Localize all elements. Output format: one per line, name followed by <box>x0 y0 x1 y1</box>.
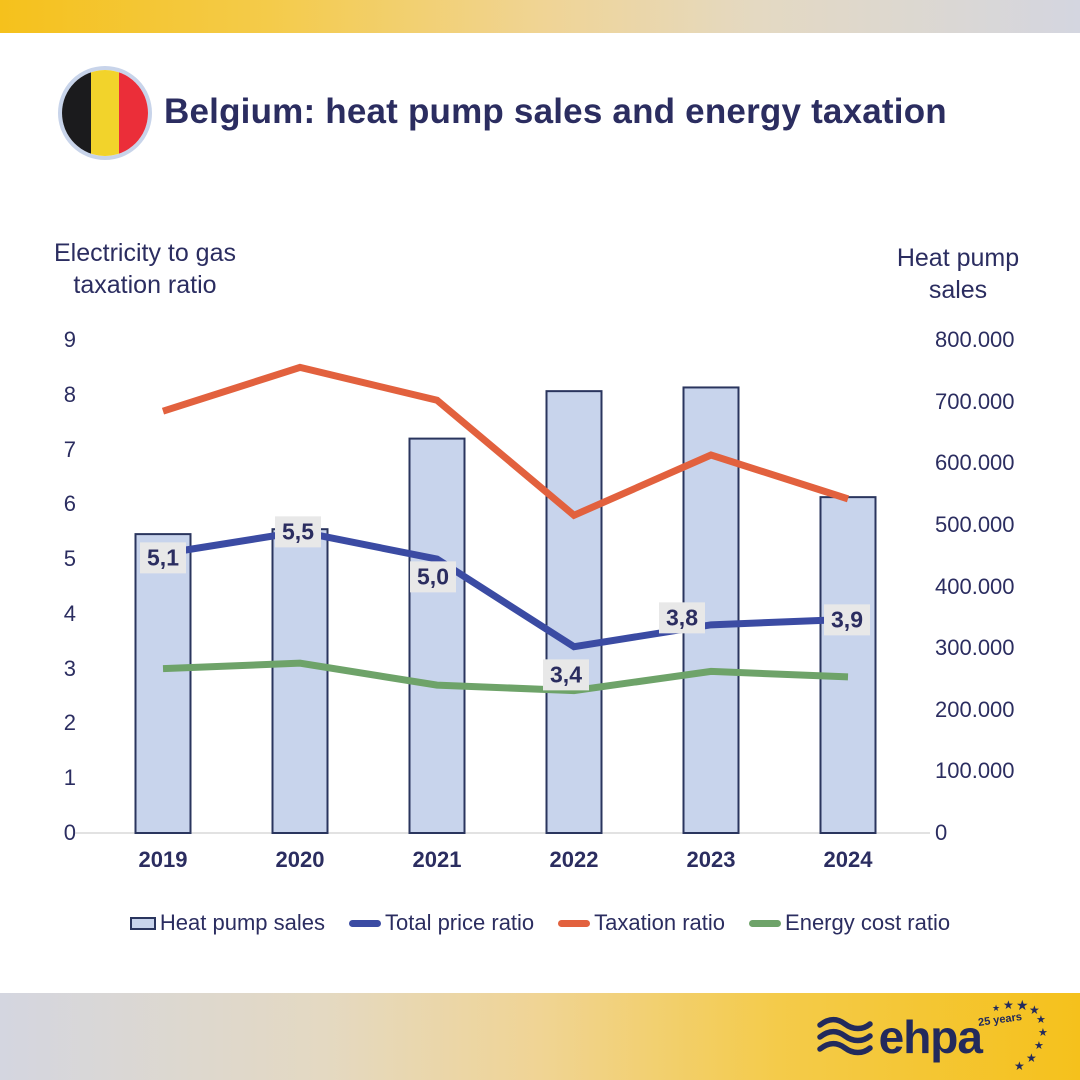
legend-item-total-price-ratio: Total price ratio <box>348 910 535 936</box>
bar-2024 <box>819 496 877 834</box>
bar-2020 <box>271 528 329 834</box>
legend-label: Total price ratio <box>384 910 535 935</box>
bar-2021 <box>408 437 466 834</box>
x-axis-label: 2019 <box>138 847 188 872</box>
left-axis-tick: 2 <box>63 710 76 735</box>
left-axis-tick: 4 <box>63 601 76 626</box>
star-icon: ★ <box>1038 1027 1048 1039</box>
right-axis-tick: 300.000 <box>935 635 1015 660</box>
left-axis-title: Electricity to gas taxation ratio <box>53 239 236 299</box>
left-axis-tick: 6 <box>63 491 76 516</box>
data-label: 3,4 <box>543 659 589 691</box>
bar-2022 <box>545 390 603 834</box>
data-label: 5,5 <box>275 516 321 548</box>
legend-item-energy-cost-ratio: Energy cost ratio <box>749 910 950 936</box>
star-icon: ★ <box>1034 1040 1044 1052</box>
chart-legend: Heat pump sales Total price ratio Taxati… <box>0 910 1080 936</box>
waves-icon <box>816 1016 873 1056</box>
line-swatch-icon <box>558 919 591 927</box>
flag-stripe-yellow <box>90 70 120 156</box>
right-axis-tick: 700.000 <box>935 389 1015 414</box>
ehpa-logo: ehpa 25 years ★ ★ ★ ★ ★ ★ ★ ★ ★ <box>816 998 1048 1073</box>
x-axis-label: 2023 <box>686 847 736 872</box>
star-icon: ★ <box>1016 997 1029 1013</box>
legend-label: Energy cost ratio <box>785 910 951 935</box>
right-axis-tick: 200.000 <box>935 697 1015 722</box>
left-axis-tick: 9 <box>63 327 76 352</box>
bar-2019 <box>134 533 192 835</box>
x-axis-label: 2024 <box>823 847 873 872</box>
left-axis-tick: 3 <box>63 656 76 681</box>
right-axis-tick: 400.000 <box>935 574 1015 599</box>
legend-label: Taxation ratio <box>594 910 726 935</box>
right-axis-tick: 600.000 <box>935 450 1015 475</box>
line-swatch-icon <box>348 919 381 927</box>
data-label: 5,1 <box>140 542 186 574</box>
line-energy-cost-ratio <box>162 659 849 695</box>
x-axis-label: 2022 <box>549 847 599 872</box>
star-icon: ★ <box>1026 1051 1037 1065</box>
logo-stars-arc: 25 years ★ ★ ★ ★ ★ ★ ★ ★ ★ <box>977 998 1048 1073</box>
logo-badge: 25 years <box>977 1010 1023 1030</box>
bottom-gradient-band <box>0 993 1080 1080</box>
right-axis-title: Heat pump sales <box>896 244 1020 304</box>
right-axis-tick: 0 <box>935 820 948 845</box>
star-icon: ★ <box>1029 1003 1040 1017</box>
star-icon: ★ <box>1036 1014 1046 1026</box>
right-axis-tick: 100.000 <box>935 758 1015 783</box>
x-axis-label: 2020 <box>275 847 325 872</box>
logo-wordmark: ehpa <box>878 1011 983 1063</box>
left-axis-tick: 1 <box>63 765 76 790</box>
bar-swatch-icon <box>129 916 156 930</box>
left-axis-tick: 5 <box>63 546 76 571</box>
data-label: 3,8 <box>659 602 705 634</box>
star-icon: ★ <box>1014 1059 1025 1073</box>
legend-item-heat-pump-sales: Heat pump sales <box>129 910 325 936</box>
left-axis-tick: 7 <box>63 437 76 462</box>
line-taxation-ratio <box>161 363 850 520</box>
line-total-price-ratio <box>162 528 849 651</box>
page-title: Belgium: heat pump sales and energy taxa… <box>164 92 947 131</box>
x-axis-label: 2021 <box>412 847 462 872</box>
star-icon: ★ <box>1003 998 1014 1012</box>
legend-label: Heat pump sales <box>159 910 325 935</box>
line-swatch-icon <box>749 919 782 927</box>
data-label: 5,0 <box>410 561 456 593</box>
left-axis-tick: 8 <box>63 382 76 407</box>
data-label: 3,9 <box>824 604 870 636</box>
right-axis-tick: 800.000 <box>935 327 1015 352</box>
top-gradient-band <box>0 0 1080 33</box>
legend-item-taxation-ratio: Taxation ratio <box>558 910 725 936</box>
left-axis-tick: 0 <box>63 820 76 845</box>
star-icon: ★ <box>992 1003 1001 1013</box>
right-axis-tick: 500.000 <box>935 512 1015 537</box>
